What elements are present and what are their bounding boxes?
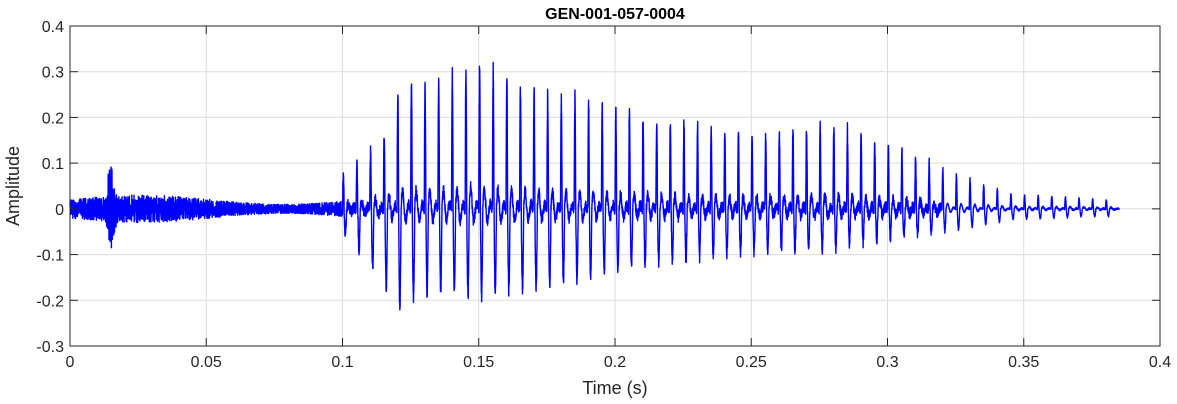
y-tick-label: 0.3 <box>42 65 64 82</box>
chart-title: GEN-001-057-0004 <box>545 6 685 23</box>
x-tick-label: 0.3 <box>876 354 898 371</box>
x-tick-label: 0.1 <box>331 354 353 371</box>
y-tick-label: -0.2 <box>36 293 64 310</box>
y-tick-label: -0.1 <box>36 248 64 265</box>
y-tick-label: 0.2 <box>42 110 64 127</box>
y-axis-label: Amplitude <box>3 146 23 226</box>
x-tick-label: 0.4 <box>1149 354 1171 371</box>
waveform-line <box>69 61 1120 311</box>
waveform-series <box>69 61 1120 311</box>
x-tick-label: 0.15 <box>463 354 494 371</box>
y-axis: -0.3 -0.2 -0.1 0 0.1 0.2 0.3 0.4 <box>36 19 1160 356</box>
y-tick-label: 0 <box>55 202 64 219</box>
x-tick-label: 0 <box>66 354 75 371</box>
x-axis: 0 0.05 0.1 0.15 0.2 0.25 0.3 0.35 0.4 <box>66 26 1171 371</box>
x-tick-label: 0.05 <box>191 354 222 371</box>
x-tick-label: 0.2 <box>604 354 626 371</box>
y-tick-label: 0.1 <box>42 156 64 173</box>
x-tick-label: 0.35 <box>1008 354 1039 371</box>
x-axis-label: Time (s) <box>582 378 647 398</box>
x-tick-label: 0.25 <box>736 354 767 371</box>
y-tick-label: -0.3 <box>36 339 64 356</box>
y-tick-label: 0.4 <box>42 19 64 36</box>
